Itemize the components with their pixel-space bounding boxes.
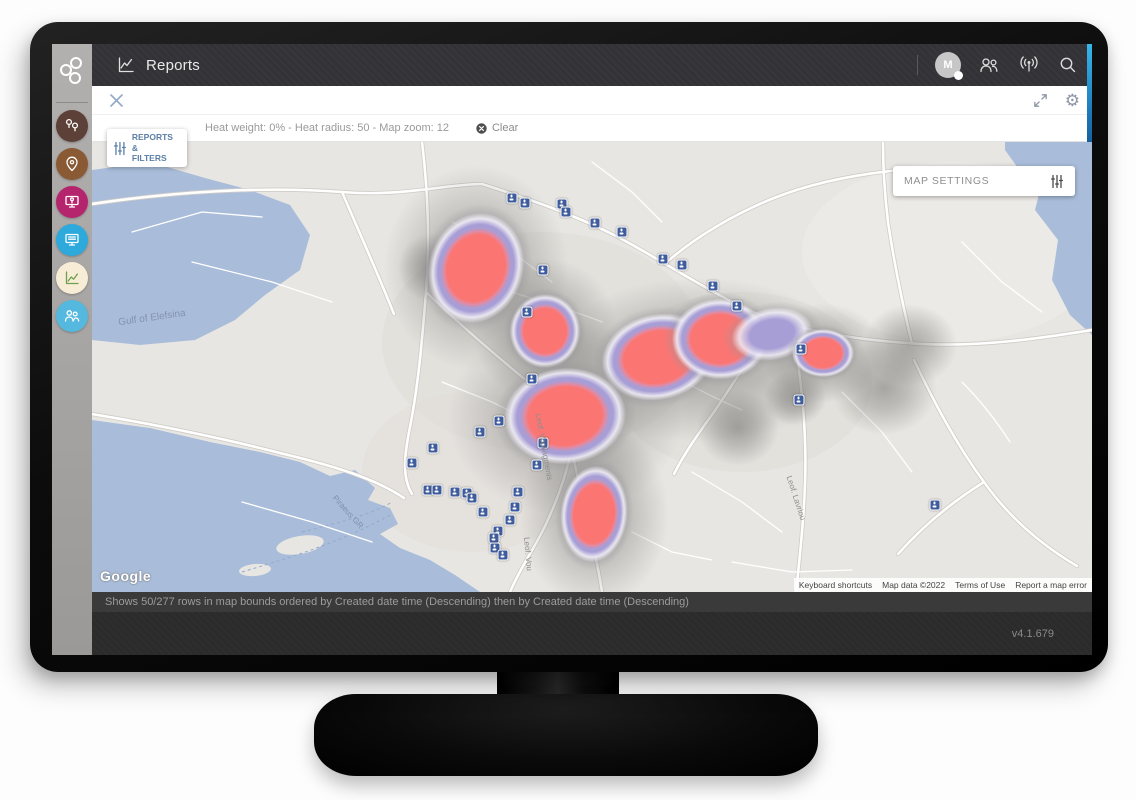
sidebar-divider: [56, 102, 88, 103]
people-icon[interactable]: [978, 55, 1000, 75]
attribution-link[interactable]: Map data ©2022: [877, 578, 951, 592]
fullscreen-icon[interactable]: [1032, 92, 1049, 109]
monitor-pin-icon: [65, 195, 79, 208]
reports-filters-line1: REPORTS &: [131, 132, 173, 153]
map-marker[interactable]: [506, 192, 518, 204]
sidebar-item-terminals[interactable]: [56, 224, 88, 256]
map-marker[interactable]: [531, 459, 543, 471]
status-bar: Shows 50/277 rows in map bounds ordered …: [92, 592, 1092, 612]
reports-filters-button[interactable]: REPORTS & FILTERS: [107, 129, 187, 167]
map-marker[interactable]: [509, 501, 521, 513]
map-marker[interactable]: [497, 549, 509, 561]
map-marker[interactable]: [489, 542, 501, 554]
map-marker[interactable]: [795, 343, 807, 355]
screen-edge-accent: [1087, 44, 1092, 142]
user-avatar[interactable]: M: [935, 52, 963, 80]
app-logo-icon[interactable]: [59, 56, 85, 86]
people-icon: [64, 310, 80, 322]
app-sidebar: [52, 44, 92, 655]
reports-chart-icon: [116, 55, 136, 75]
pin-icon: [66, 156, 78, 172]
map-settings-label: MAP SETTINGS: [904, 175, 990, 187]
map-marker[interactable]: [427, 442, 439, 454]
map-attribution: Keyboard shortcuts Map data ©2022 Terms of…: [793, 578, 1092, 592]
map-marker[interactable]: [474, 426, 486, 438]
sidebar-item-reports[interactable]: [56, 262, 88, 294]
monitor-list-icon: [65, 233, 79, 246]
map-marker[interactable]: [793, 394, 805, 406]
map-marker[interactable]: [466, 492, 478, 504]
map-marker[interactable]: [526, 373, 538, 385]
app-footer: v4.1.679: [92, 612, 1092, 655]
page-title: Reports: [146, 56, 200, 74]
header-divider: [917, 55, 918, 75]
map-marker[interactable]: [512, 486, 524, 498]
attribution-link[interactable]: Terms of Use: [950, 578, 1011, 592]
map-marker[interactable]: [406, 457, 418, 469]
monitor-stand-base: [314, 694, 818, 776]
map-marker[interactable]: [519, 197, 531, 209]
map-marker[interactable]: [929, 499, 941, 511]
google-logo[interactable]: Google: [100, 568, 152, 584]
sidebar-nav: [52, 110, 92, 332]
monitor-bezel: Reports M: [30, 22, 1108, 672]
report-panel-header: ⚙: [92, 86, 1092, 115]
close-icon[interactable]: [108, 92, 125, 109]
app-header: Reports M: [92, 44, 1092, 86]
monitor-screen: Reports M: [52, 44, 1092, 655]
map-marker[interactable]: [537, 437, 549, 449]
heat-settings-summary: Heat weight: 0% - Heat radius: 50 - Map …: [205, 122, 449, 134]
map-marker[interactable]: [560, 206, 572, 218]
app-main: Reports M: [92, 44, 1092, 655]
broadcast-icon[interactable]: [1017, 55, 1041, 75]
clear-button-label: Clear: [491, 122, 519, 134]
version-label: v4.1.679: [1011, 627, 1054, 640]
reports-filters-line2: FILTERS: [131, 153, 167, 164]
attribution-link[interactable]: Report a map error: [1010, 578, 1092, 592]
heat-gray-glow: [862, 304, 958, 386]
map-marker[interactable]: [731, 300, 743, 312]
two-pins-icon: [65, 118, 79, 132]
map-settings-button[interactable]: MAP SETTINGS: [893, 166, 1075, 196]
map-marker[interactable]: [521, 306, 533, 318]
map-marker[interactable]: [616, 226, 628, 238]
search-icon[interactable]: [1058, 55, 1078, 75]
heatmap-canvas[interactable]: Gulf of Elefsina Piraeus GR Leof. Vouliagm…: [92, 142, 1092, 592]
avatar-initial: M: [943, 59, 953, 71]
sliders-icon: [1050, 174, 1064, 188]
map-marker[interactable]: [676, 259, 688, 271]
sidebar-item-trips[interactable]: [56, 110, 88, 142]
map-marker[interactable]: [707, 280, 719, 292]
clear-button[interactable]: Clear: [475, 122, 518, 135]
gear-icon[interactable]: ⚙: [1064, 90, 1080, 110]
map-marker[interactable]: [589, 217, 601, 229]
map-marker[interactable]: [537, 264, 549, 276]
sidebar-item-geofence[interactable]: [56, 186, 88, 218]
heatmap-toolbar: Heat weight: 0% - Heat radius: 50 - Map …: [92, 115, 1092, 142]
sidebar-item-locations[interactable]: [56, 148, 88, 180]
map-marker[interactable]: [657, 253, 669, 265]
status-bar-text: Shows 50/277 rows in map bounds ordered …: [105, 596, 689, 608]
avatar-status-dot: [954, 71, 963, 80]
map-marker[interactable]: [477, 506, 489, 518]
map-marker[interactable]: [449, 486, 461, 498]
chart-line-icon: [65, 271, 79, 285]
attribution-link[interactable]: Keyboard shortcuts: [793, 578, 878, 592]
map-marker[interactable]: [504, 514, 516, 526]
map-marker[interactable]: [431, 484, 443, 496]
sidebar-item-users[interactable]: [56, 300, 88, 332]
map-marker[interactable]: [493, 415, 505, 427]
heat-blob: [550, 454, 638, 574]
